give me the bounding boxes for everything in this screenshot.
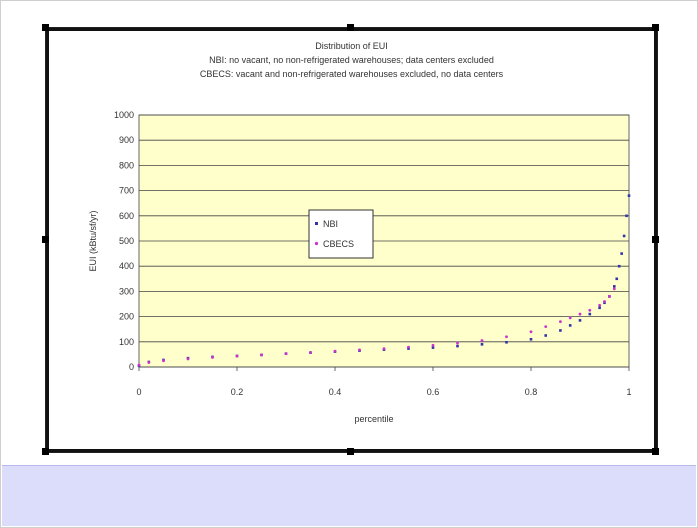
chart-title: Distribution of EUI — [315, 41, 388, 51]
resize-handle-bottom-right[interactable] — [652, 448, 659, 455]
cbecs-data-point — [147, 361, 151, 364]
legend-marker-cbecs — [314, 241, 319, 246]
resize-handle-bottom-center[interactable] — [347, 448, 354, 455]
resize-handle-top-left[interactable] — [42, 24, 49, 31]
cbecs-data-point — [598, 303, 601, 307]
x-tick-label: 0 — [136, 387, 141, 397]
legend-label-nbi: NBI — [323, 219, 338, 229]
cbecs-data-point — [382, 347, 386, 351]
nbi-data-point — [622, 234, 626, 238]
cbecs-data-point — [529, 330, 533, 334]
y-tick-label: 600 — [119, 211, 134, 221]
y-tick-label: 100 — [119, 337, 134, 347]
x-tick-label: 1 — [626, 387, 631, 397]
legend-box — [308, 209, 374, 259]
cbecs-data-point — [603, 300, 606, 303]
cbecs-data-point — [137, 363, 141, 367]
nbi-data-point — [615, 277, 619, 281]
y-tick-label: 300 — [119, 286, 134, 296]
resize-handle-middle-right[interactable] — [652, 236, 659, 243]
cbecs-data-point — [407, 345, 410, 349]
x-tick-label: 0.4 — [329, 387, 342, 397]
nbi-data-point — [480, 343, 484, 346]
resize-handle-bottom-left[interactable] — [42, 448, 49, 455]
nbi-data-point — [613, 285, 616, 288]
cbecs-data-point — [358, 348, 361, 352]
cbecs-data-point — [568, 316, 572, 320]
x-tick-label: 0.8 — [525, 387, 538, 397]
cbecs-data-point — [456, 341, 459, 345]
chart-subtitle-line-2: CBECS: vacant and non-refrigerated wareh… — [199, 69, 504, 79]
nbi-data-point — [620, 252, 623, 255]
resize-handle-middle-left[interactable] — [42, 236, 49, 243]
nbi-data-point — [617, 264, 621, 268]
cbecs-data-point — [211, 356, 214, 359]
cbecs-data-point — [544, 325, 548, 329]
legend-marker-nbi — [315, 222, 318, 225]
y-tick-label: 400 — [119, 261, 134, 271]
nbi-data-point — [529, 337, 533, 341]
nbi-data-point — [627, 194, 631, 197]
x-axis-label: percentile — [354, 414, 393, 424]
cbecs-data-point — [505, 335, 508, 339]
cbecs-data-point — [309, 350, 312, 354]
bottom-panel — [2, 465, 696, 526]
y-tick-label: 800 — [119, 160, 134, 170]
y-tick-label: 1000 — [114, 110, 134, 120]
cbecs-data-point — [480, 339, 484, 342]
nbi-data-point — [568, 324, 572, 327]
x-tick-label: 0.2 — [231, 387, 244, 397]
cbecs-data-point — [612, 287, 616, 291]
nbi-data-point — [431, 346, 435, 349]
nbi-data-point — [578, 319, 582, 322]
cbecs-data-point — [431, 343, 435, 347]
y-tick-label: 200 — [119, 312, 134, 322]
resize-handle-top-right[interactable] — [652, 24, 659, 31]
nbi-data-point — [407, 347, 410, 350]
cbecs-data-point — [588, 308, 592, 312]
cbecs-data-point — [608, 295, 611, 298]
legend-label-cbecs: CBECS — [323, 239, 354, 249]
cbecs-data-point — [260, 353, 263, 357]
x-tick-label: 0.6 — [427, 387, 440, 397]
nbi-data-point — [544, 334, 547, 337]
nbi-data-point — [456, 344, 459, 348]
cbecs-data-point — [284, 352, 288, 356]
nbi-data-point — [505, 341, 508, 344]
chart-subtitle-line-1: NBI: no vacant, no non-refrigerated ware… — [209, 55, 494, 65]
y-tick-label: 900 — [119, 135, 134, 145]
nbi-data-point — [625, 214, 628, 218]
y-tick-label: 500 — [119, 236, 134, 246]
y-tick-label: 0 — [129, 362, 134, 372]
nbi-data-point — [588, 312, 592, 316]
nbi-data-point — [559, 329, 562, 332]
cbecs-data-point — [162, 359, 165, 363]
y-axis-label: EUI (kBtu/sf/yr) — [88, 210, 98, 271]
cbecs-data-point — [186, 357, 190, 361]
cbecs-data-point — [559, 320, 562, 324]
resize-handle-top-center[interactable] — [347, 24, 354, 31]
cbecs-data-point — [578, 312, 582, 316]
y-tick-label: 700 — [119, 186, 134, 196]
cbecs-data-point — [333, 349, 337, 353]
cbecs-data-point — [235, 354, 239, 358]
nbi-data-point — [598, 306, 601, 310]
